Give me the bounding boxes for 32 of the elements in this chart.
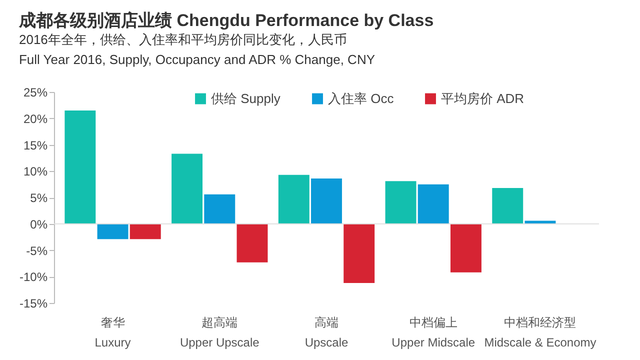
bar	[64, 110, 96, 224]
legend-label: 入住率 Occ	[328, 90, 394, 106]
bar	[278, 174, 310, 224]
legend-label: 供给 Supply	[211, 90, 281, 106]
y-tick-label: 25%	[23, 86, 48, 100]
y-tick-label: -5%	[26, 244, 48, 258]
bar	[172, 154, 203, 224]
y-tick-label: 20%	[23, 112, 48, 126]
x-tick-label: 高端 Upscale	[304, 316, 348, 350]
bar	[450, 224, 482, 272]
y-tick-label: 5%	[30, 191, 48, 205]
y-tick-label: 10%	[23, 164, 48, 179]
bar	[236, 224, 268, 262]
y-tick-label: 0%	[30, 217, 48, 232]
x-tick-label: 中档和经济型 Midscale & Economy	[484, 316, 596, 350]
chart-subtitle: 2016年全年，供给、入住率和平均房价同比变化，人民币 Full Year 2016, Supply, Occupancy and ADR % Change, CNY	[18, 32, 376, 67]
bar	[97, 224, 128, 240]
x-tick-label: 奢华 Luxury	[94, 316, 131, 350]
bar	[385, 181, 416, 224]
y-tick-label: 15%	[23, 138, 48, 152]
legend-label: 平均房价 ADR	[441, 90, 524, 106]
x-tick-label: 超高端 Upper Upscale	[180, 316, 260, 350]
chart-title: 成都各级别酒店业绩 Chengdu Performance by Class	[18, 11, 434, 30]
bar	[492, 188, 524, 224]
x-tick-label: 中档偏上 Upper Midscale	[392, 316, 476, 350]
y-tick-label: -15%	[19, 296, 48, 310]
bar	[204, 194, 236, 224]
bar	[344, 224, 375, 283]
y-tick-label: -10%	[19, 270, 48, 284]
bar	[130, 224, 161, 240]
bar	[418, 184, 449, 224]
bar	[311, 178, 342, 224]
